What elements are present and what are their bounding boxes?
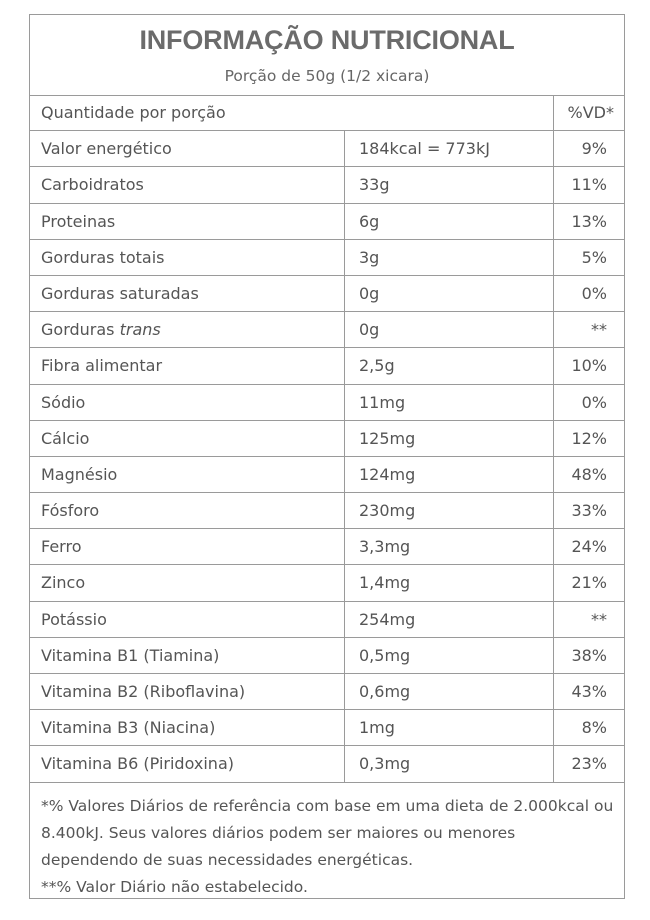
nutrient-name: Proteinas: [41, 211, 116, 231]
nutrient-name: Gorduras trans: [41, 320, 161, 340]
nutrient-quantity: 0,6mg: [344, 674, 553, 710]
daily-value-header: %VD*: [553, 95, 624, 131]
table-row: Zinco 1,4mg 21%: [30, 565, 624, 602]
nutrient-quantity: 3g: [344, 239, 553, 275]
nutrient-name: Magnésio: [41, 464, 118, 484]
nutrient-name: Zinco: [41, 573, 86, 593]
nutrition-facts-panel: INFORMAÇÃO NUTRICIONAL Porção de 50g (1/…: [29, 14, 625, 899]
table-row: Magnésio 124mg 48%: [30, 456, 624, 494]
nutrient-daily-value: 33%: [553, 493, 624, 529]
table-row: Vitamina B6 (Piridoxina) 0,3mg 23%: [30, 746, 624, 783]
nutrient-daily-value: 21%: [553, 565, 624, 601]
table-title: INFORMAÇÃO NUTRICIONAL: [139, 25, 515, 55]
nutrient-quantity: 125mg: [344, 420, 553, 456]
table-row: Vitamina B3 (Niacina) 1mg 8%: [30, 710, 624, 747]
nutrient-name: Vitamina B1 (Tiamina): [41, 645, 220, 665]
nutrient-quantity: 33g: [344, 167, 553, 203]
nutrient-quantity: 254mg: [344, 601, 553, 637]
nutrient-quantity: 6g: [344, 203, 553, 239]
nutrient-quantity: 124mg: [344, 456, 553, 493]
nutrient-name: Vitamina B3 (Niacina): [41, 718, 216, 738]
nutrient-daily-value: 11%: [553, 167, 624, 203]
nutrient-name-italic: trans: [119, 320, 161, 340]
nutrient-name: Carboidratos: [41, 175, 144, 195]
nutrient-name: Fósforo: [41, 501, 100, 521]
nutrient-quantity: 0g: [344, 312, 553, 348]
nutrition-table: Quantidade por porção %VD* Valor energét…: [30, 95, 624, 783]
table-row: Ferro 3,3mg 24%: [30, 529, 624, 566]
table-row: Vitamina B2 (Riboflavina) 0,6mg 43%: [30, 674, 624, 711]
table-row: Fibra alimentar 2,5g 10%: [30, 348, 624, 385]
nutrient-daily-value: 38%: [553, 637, 624, 673]
nutrient-daily-value: 5%: [553, 239, 624, 275]
nutrient-name: Ferro: [41, 537, 82, 557]
table-row: Potássio 254mg **: [30, 601, 624, 638]
nutrient-name: Potássio: [41, 609, 107, 629]
nutrient-daily-value: 0%: [553, 275, 624, 312]
table-row: Valor energético 184kcal = 773kJ 9%: [30, 131, 624, 168]
nutrient-quantity: 230mg: [344, 493, 553, 529]
nutrient-quantity: 3,3mg: [344, 529, 553, 565]
nutrient-daily-value: 8%: [553, 710, 624, 746]
footnote: *% Valores Diários de referência com bas…: [41, 793, 614, 901]
nutrient-quantity: 0,3mg: [344, 746, 553, 782]
nutrient-quantity: 184kcal = 773kJ: [344, 131, 553, 167]
nutrient-quantity: 0g: [344, 275, 553, 312]
column-header-row: Quantidade por porção %VD*: [30, 95, 624, 132]
nutrient-quantity: 2,5g: [344, 348, 553, 384]
footnote-daily-values: *% Valores Diários de referência com bas…: [41, 797, 614, 869]
table-row: Cálcio 125mg 12%: [30, 420, 624, 457]
nutrient-quantity: 0,5mg: [344, 637, 553, 673]
nutrient-daily-value: **: [553, 312, 624, 348]
nutrient-name: Valor energético: [41, 139, 172, 159]
nutrient-name: Cálcio: [41, 428, 90, 448]
nutrient-name: Gorduras saturadas: [41, 283, 199, 303]
nutrient-name: Vitamina B6 (Piridoxina): [41, 754, 234, 774]
serving-size: Porção de 50g (1/2 xicara): [224, 67, 430, 85]
quantity-per-serving-label: Quantidade por porção: [41, 103, 226, 122]
table-row: Fósforo 230mg 33%: [30, 493, 624, 530]
nutrient-daily-value: 48%: [553, 456, 624, 493]
nutrient-daily-value: 12%: [553, 420, 624, 456]
nutrient-daily-value: **: [553, 601, 624, 637]
table-header: INFORMAÇÃO NUTRICIONAL Porção de 50g (1/…: [30, 15, 624, 96]
table-row: Proteinas 6g 13%: [30, 203, 624, 240]
nutrient-name: Sódio: [41, 392, 86, 412]
nutrient-daily-value: 24%: [553, 529, 624, 565]
nutrient-name: Gorduras totais: [41, 247, 165, 267]
nutrient-quantity: 11mg: [344, 384, 553, 420]
table-row: Gorduras trans 0g **: [30, 312, 624, 349]
nutrient-daily-value: 9%: [553, 131, 624, 167]
table-row: Gorduras saturadas 0g 0%: [30, 275, 624, 313]
nutrient-quantity: 1mg: [344, 710, 553, 746]
table-row: Sódio 11mg 0%: [30, 384, 624, 421]
nutrient-daily-value: 23%: [553, 746, 624, 782]
table-row: Vitamina B1 (Tiamina) 0,5mg 38%: [30, 637, 624, 674]
nutrient-daily-value: 13%: [553, 203, 624, 239]
nutrient-name: Vitamina B2 (Riboflavina): [41, 682, 246, 701]
footnote-not-established: **% Valor Diário não estabelecido.: [41, 878, 308, 896]
nutrient-name: Fibra alimentar: [41, 356, 163, 376]
nutrient-daily-value: 43%: [553, 674, 624, 710]
table-row: Gorduras totais 3g 5%: [30, 239, 624, 276]
nutrient-daily-value: 0%: [553, 384, 624, 420]
nutrient-quantity: 1,4mg: [344, 565, 553, 601]
table-row: Carboidratos 33g 11%: [30, 167, 624, 204]
nutrient-daily-value: 10%: [553, 348, 624, 384]
